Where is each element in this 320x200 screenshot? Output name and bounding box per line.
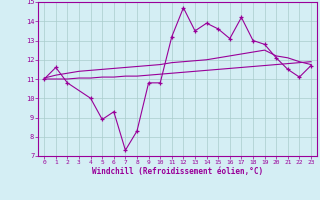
X-axis label: Windchill (Refroidissement éolien,°C): Windchill (Refroidissement éolien,°C) (92, 167, 263, 176)
